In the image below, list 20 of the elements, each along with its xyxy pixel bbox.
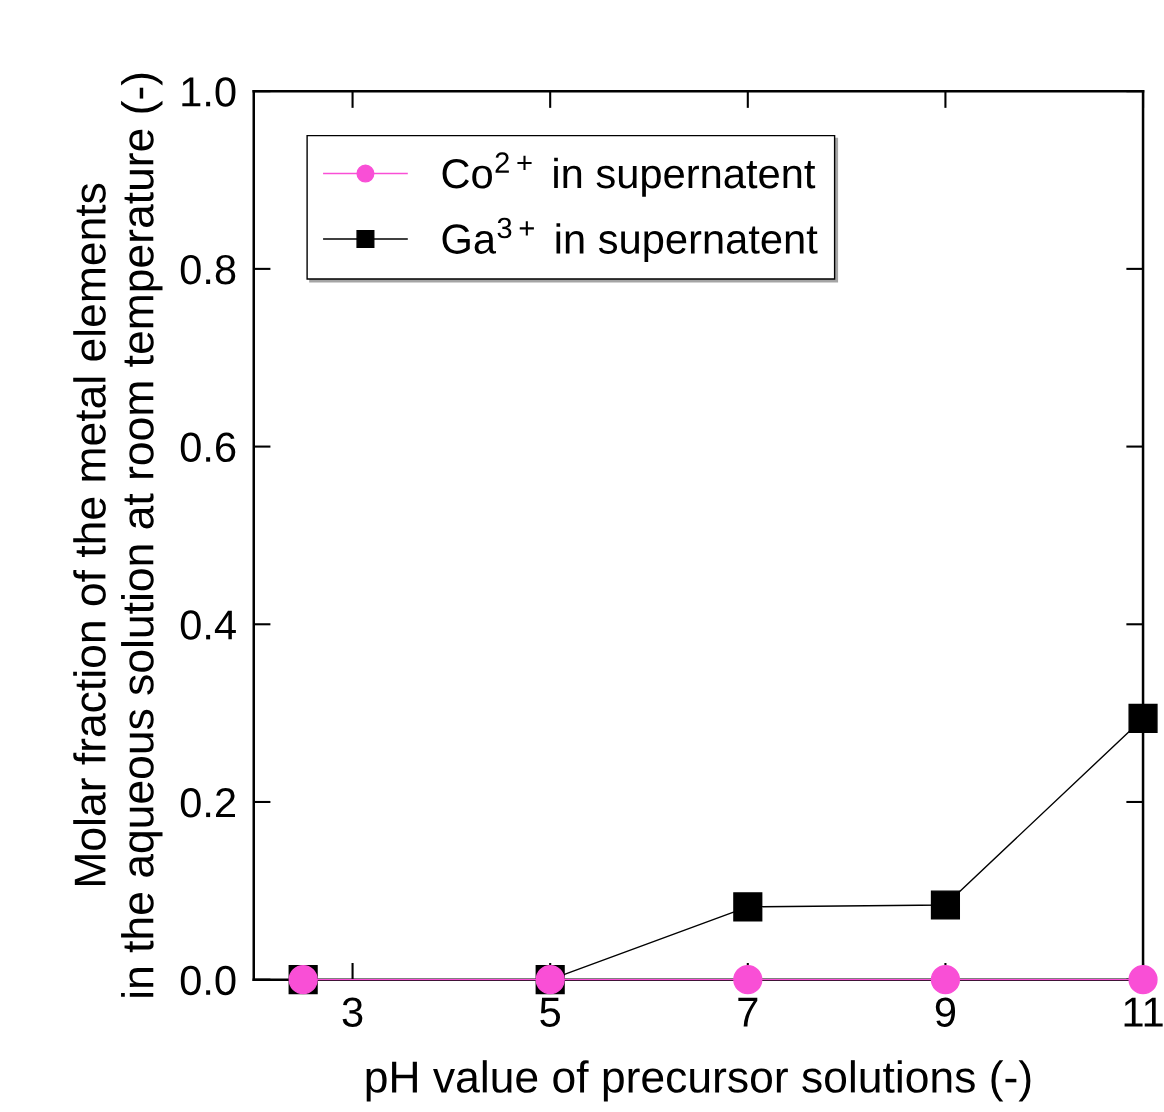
legend-label: Ga$^{3+}$ in supernatent [442,217,818,263]
y-tick-label: 0.0 [180,965,236,996]
x-tick-label: 9 [935,997,956,1027]
x-tick-label: 11 [1124,997,1163,1027]
legend-label: Co$^{2+}$ in supernatent [442,152,816,197]
y-axis-title: Molar fraction of the metal elements in the aqueous solution at room temperature (-) [73,73,163,997]
point [733,892,763,922]
y-tick-label: 1.0 [182,77,236,107]
x-tick-label: 5 [540,997,561,1027]
point [930,890,961,920]
y-tick-label: 0.4 [180,610,236,640]
x-tick-label: 7 [738,997,758,1027]
y-tick-label: 0.6 [180,432,236,463]
point [930,965,961,995]
y-tick-label: 0.8 [180,254,236,285]
x-tick-label: 3 [342,997,363,1027]
point [733,965,763,995]
y-tick-label: 0.2 [180,787,235,818]
point [1128,703,1158,734]
x-axis-title: pH value of precursor solutions (-) [366,1060,1031,1102]
